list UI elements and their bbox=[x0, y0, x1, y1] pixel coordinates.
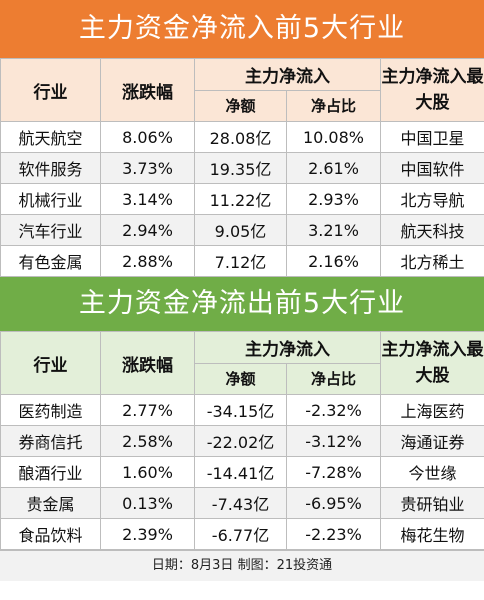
col-header-change: 涨跌幅 bbox=[100, 58, 195, 122]
footer-caption: 日期：8月3日 制图：21投资通 bbox=[0, 550, 484, 581]
table-row: 有色金属 2.88% 7.12亿 2.16% 北方稀土 bbox=[0, 245, 484, 277]
amount-cell: 7.12亿 bbox=[194, 245, 287, 277]
stock-cell: 中国软件 bbox=[380, 152, 484, 184]
stock-cell: 北方导航 bbox=[380, 183, 484, 215]
industry-cell: 贵金属 bbox=[0, 487, 101, 519]
table-row: 贵金属 0.13% -7.43亿 -6.95% 贵研铂业 bbox=[0, 487, 484, 519]
stock-cell: 北方稀土 bbox=[380, 245, 484, 277]
ratio-cell: 3.21% bbox=[286, 214, 381, 246]
industry-cell: 酿酒行业 bbox=[0, 456, 101, 488]
stock-cell: 上海医药 bbox=[380, 394, 484, 426]
outflow-table: 行业 涨跌幅 主力净流入 主力净流入最大股 净额 净占比 医药制造 2.77% … bbox=[0, 331, 484, 550]
ratio-cell: -2.23% bbox=[286, 518, 381, 550]
industry-cell: 有色金属 bbox=[0, 245, 101, 277]
stock-cell: 中国卫星 bbox=[380, 121, 484, 153]
col-header-net-flow: 主力净流入 bbox=[194, 58, 381, 91]
outflow-title: 主力资金净流出前5大行业 bbox=[0, 277, 484, 331]
col-header-top-stock: 主力净流入最大股 bbox=[380, 58, 484, 122]
industry-cell: 券商信托 bbox=[0, 425, 101, 457]
col-header-change: 涨跌幅 bbox=[100, 331, 195, 395]
amount-cell: 19.35亿 bbox=[194, 152, 287, 184]
change-cell: 2.88% bbox=[100, 245, 195, 277]
amount-cell: 9.05亿 bbox=[194, 214, 287, 246]
change-cell: 2.94% bbox=[100, 214, 195, 246]
ratio-cell: 10.08% bbox=[286, 121, 381, 153]
col-header-net-flow: 主力净流入 bbox=[194, 331, 381, 364]
table-row: 酿酒行业 1.60% -14.41亿 -7.28% 今世缘 bbox=[0, 456, 484, 488]
table-row: 券商信托 2.58% -22.02亿 -3.12% 海通证券 bbox=[0, 425, 484, 457]
industry-cell: 软件服务 bbox=[0, 152, 101, 184]
ratio-cell: -7.28% bbox=[286, 456, 381, 488]
amount-cell: 11.22亿 bbox=[194, 183, 287, 215]
col-header-top-stock: 主力净流入最大股 bbox=[380, 331, 484, 395]
amount-cell: -6.77亿 bbox=[194, 518, 287, 550]
change-cell: 8.06% bbox=[100, 121, 195, 153]
change-cell: 0.13% bbox=[100, 487, 195, 519]
amount-cell: 28.08亿 bbox=[194, 121, 287, 153]
inflow-table: 行业 涨跌幅 主力净流入 主力净流入最大股 净额 净占比 航天航空 8.06% … bbox=[0, 58, 484, 277]
stock-cell: 航天科技 bbox=[380, 214, 484, 246]
amount-cell: -34.15亿 bbox=[194, 394, 287, 426]
change-cell: 1.60% bbox=[100, 456, 195, 488]
amount-cell: -14.41亿 bbox=[194, 456, 287, 488]
ratio-cell: 2.93% bbox=[286, 183, 381, 215]
table-row: 汽车行业 2.94% 9.05亿 3.21% 航天科技 bbox=[0, 214, 484, 246]
industry-cell: 航天航空 bbox=[0, 121, 101, 153]
table-row: 软件服务 3.73% 19.35亿 2.61% 中国软件 bbox=[0, 152, 484, 184]
ratio-cell: 2.61% bbox=[286, 152, 381, 184]
col-header-net-ratio: 净占比 bbox=[286, 362, 381, 395]
col-header-net-amount: 净额 bbox=[194, 362, 287, 395]
table-row: 医药制造 2.77% -34.15亿 -2.32% 上海医药 bbox=[0, 394, 484, 426]
stock-cell: 梅花生物 bbox=[380, 518, 484, 550]
stock-cell: 贵研铂业 bbox=[380, 487, 484, 519]
amount-cell: -7.43亿 bbox=[194, 487, 287, 519]
change-cell: 2.39% bbox=[100, 518, 195, 550]
col-header-industry: 行业 bbox=[0, 331, 101, 395]
industry-cell: 汽车行业 bbox=[0, 214, 101, 246]
change-cell: 3.14% bbox=[100, 183, 195, 215]
ratio-cell: -2.32% bbox=[286, 394, 381, 426]
table-row: 机械行业 3.14% 11.22亿 2.93% 北方导航 bbox=[0, 183, 484, 215]
col-header-net-amount: 净额 bbox=[194, 89, 287, 122]
stock-cell: 海通证券 bbox=[380, 425, 484, 457]
table-row: 食品饮料 2.39% -6.77亿 -2.23% 梅花生物 bbox=[0, 518, 484, 550]
industry-cell: 机械行业 bbox=[0, 183, 101, 215]
change-cell: 2.77% bbox=[100, 394, 195, 426]
change-cell: 2.58% bbox=[100, 425, 195, 457]
ratio-cell: 2.16% bbox=[286, 245, 381, 277]
ratio-cell: -3.12% bbox=[286, 425, 381, 457]
stock-cell: 今世缘 bbox=[380, 456, 484, 488]
ratio-cell: -6.95% bbox=[286, 487, 381, 519]
industry-cell: 医药制造 bbox=[0, 394, 101, 426]
industry-cell: 食品饮料 bbox=[0, 518, 101, 550]
col-header-net-ratio: 净占比 bbox=[286, 89, 381, 122]
amount-cell: -22.02亿 bbox=[194, 425, 287, 457]
inflow-title: 主力资金净流入前5大行业 bbox=[0, 0, 484, 58]
col-header-industry: 行业 bbox=[0, 58, 101, 122]
change-cell: 3.73% bbox=[100, 152, 195, 184]
table-row: 航天航空 8.06% 28.08亿 10.08% 中国卫星 bbox=[0, 121, 484, 153]
